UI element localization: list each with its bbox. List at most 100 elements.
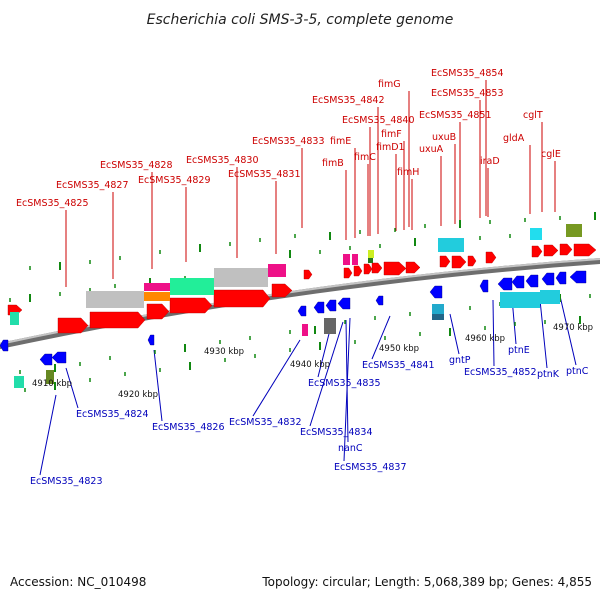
magenta-feature: [268, 264, 286, 277]
top-gene-label: cglE: [541, 149, 561, 160]
teal-feature: [432, 314, 444, 320]
forward-gene: [531, 245, 543, 258]
lime-feature: [368, 250, 374, 258]
bottom-gene-label: EcSMS35_4837: [334, 462, 407, 473]
forward-gene: [57, 317, 89, 334]
bottom-gene-label: EcSMS35_4823: [30, 476, 103, 487]
reverse-gene: [511, 275, 525, 289]
top-gene-label: fimB: [322, 158, 344, 169]
forward-gene: [543, 244, 559, 257]
reverse-gene: [297, 305, 307, 317]
kbp-label: 4930 kbp: [204, 347, 244, 357]
forward-gene: [353, 265, 363, 277]
forward-gene: [405, 261, 421, 274]
forward-gene: [485, 251, 497, 264]
reverse-gene: [325, 299, 337, 312]
forward-gene: [383, 261, 407, 276]
reverse-gene: [569, 270, 587, 284]
reverse-gene: [51, 351, 67, 364]
kbp-label: 4960 kbp: [465, 334, 505, 344]
top-gene-label: EcSMS35_4854: [431, 68, 504, 79]
bottom-gene-label: nanC: [338, 443, 363, 454]
bottom-gene-label: ptnK: [537, 369, 560, 380]
reverse-gene: [39, 353, 53, 366]
bottom-gene-label: EcSMS35_4824: [76, 409, 149, 420]
forward-gene: [451, 255, 467, 269]
magenta-feature: [302, 324, 308, 336]
cyan-feature: [540, 290, 560, 304]
olive-feature: [46, 370, 54, 384]
reverse-gene: [555, 271, 567, 285]
reverse-gene: [313, 301, 325, 314]
bottom-leader-line: [492, 299, 495, 367]
top-gene-label: EcSMS35_4827: [56, 180, 129, 191]
top-gene-label: uxuA: [419, 144, 444, 155]
top-gene-label: fimC: [354, 152, 376, 163]
top-gene-label: EcSMS35_4831: [228, 169, 301, 180]
cyan-feature: [530, 228, 542, 240]
bottom-leader-line: [539, 299, 548, 369]
bottom-gene-label: ptnE: [508, 345, 530, 356]
green-feature: [170, 278, 214, 295]
reverse-gene: [0, 339, 9, 352]
top-gene-label: fimF: [381, 129, 402, 140]
kbp-label: 4920 kbp: [118, 390, 158, 400]
teal-feature: [14, 376, 24, 388]
reverse-gene: [541, 272, 555, 286]
forward-gene: [169, 297, 213, 314]
bottom-gene-label: gntP: [449, 355, 471, 366]
bottom-gene-label: EcSMS35_4826: [152, 422, 225, 433]
kbp-label: 4950 kbp: [379, 344, 419, 354]
top-gene-label: EcSMS35_4828: [100, 160, 173, 171]
kbp-label: 4970 kbp: [553, 323, 593, 333]
bottom-gene-label: EcSMS35_4834: [300, 427, 373, 438]
top-gene-label: fimG: [378, 79, 401, 90]
darkgreen-feature: [368, 258, 373, 263]
kbp-label: 4910 kbp: [32, 379, 72, 389]
top-gene-label: EcSMS35_4829: [138, 175, 211, 186]
bottom-gene-label: ptnC: [566, 366, 589, 377]
forward-gene: [271, 283, 293, 298]
forward-gene: [439, 255, 451, 268]
kbp-scale-labels: 4910 kbp 4920 kbp 4930 kbp 4940 kbp 4950 kbp…: [32, 323, 593, 400]
bottom-gene-label: EcSMS35_4835: [308, 378, 381, 389]
forward-gene: [363, 263, 373, 275]
magenta-feature: [144, 283, 170, 291]
cyan-feature: [432, 304, 444, 316]
top-gene-label: EcSMS35_4840: [342, 115, 415, 126]
gene-features: [0, 224, 597, 388]
top-gene-label: cglT: [523, 110, 543, 121]
bottom-leader-line: [65, 367, 79, 409]
top-gene-label: EcSMS35_4842: [312, 95, 385, 106]
accession-text: Accession: NC_010498: [10, 575, 146, 589]
forward-gene: [467, 255, 477, 267]
reverse-gene: [429, 285, 443, 299]
bottom-leader-line: [153, 349, 163, 422]
forward-gene: [89, 311, 146, 329]
kbp-label: 4940 kbp: [290, 360, 330, 370]
cyan-feature: [500, 292, 540, 308]
bottom-leader-line: [343, 317, 351, 462]
bottom-gene-label: EcSMS35_4852: [464, 367, 537, 378]
top-gene-label: EcSMS35_4853: [431, 88, 504, 99]
forward-gene: [371, 262, 383, 274]
gene-labels: EcSMS35_4825 EcSMS35_4827 EcSMS35_4828 EcSM…: [16, 68, 589, 487]
top-gene-label: EcSMS35_4830: [186, 155, 259, 166]
gray-feature: [214, 268, 268, 287]
magenta-feature: [352, 254, 358, 265]
top-gene-label: iraD: [480, 156, 500, 167]
bottom-leader-line: [371, 315, 391, 360]
reverse-gene: [525, 274, 539, 288]
reverse-gene: [337, 297, 351, 310]
forward-gene: [343, 267, 353, 279]
map-title: Escherichia coli SMS-3-5, complete genom…: [147, 12, 454, 28]
bottom-leader-line: [559, 295, 577, 366]
forward-gene: [213, 289, 271, 308]
bottom-gene-label: EcSMS35_4841: [362, 360, 435, 371]
top-gene-label: EcSMS35_4833: [252, 136, 325, 147]
olive-feature: [566, 224, 582, 237]
teal-feature: [10, 312, 19, 325]
magenta-feature: [343, 254, 350, 265]
bottom-leader-line: [449, 313, 460, 355]
genome-summary-text: Topology: circular; Length: 5,068,389 bp…: [261, 575, 592, 589]
